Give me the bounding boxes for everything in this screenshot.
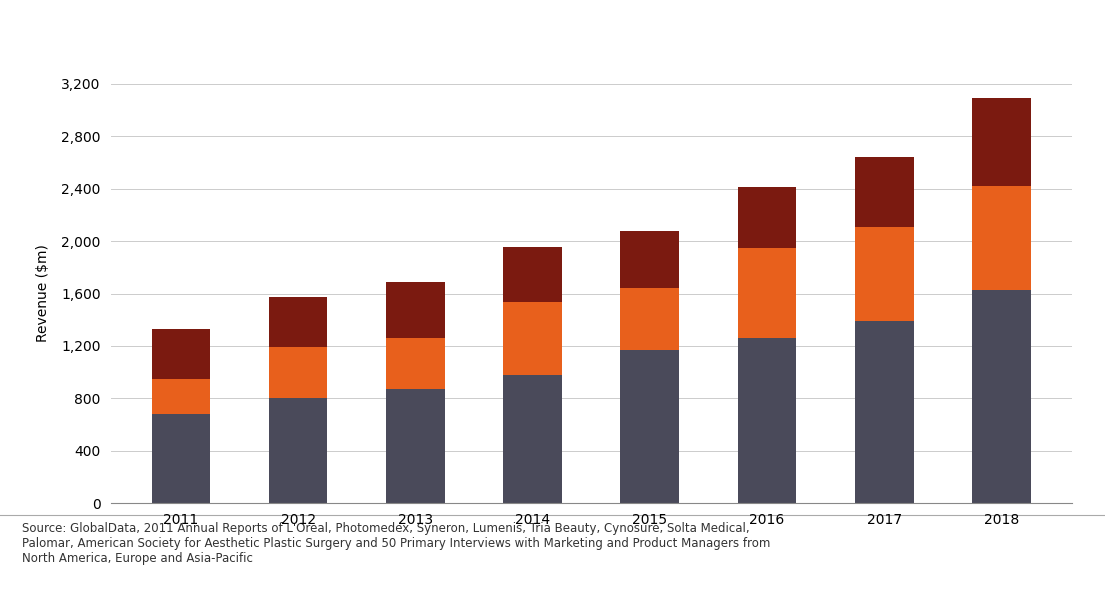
Bar (972, 186, 1031, 289)
Bar (503, 375, 561, 503)
Bar (738, 187, 797, 247)
Bar (621, 231, 680, 288)
Bar (738, 338, 797, 503)
Bar (738, 247, 797, 338)
Bar (855, 226, 914, 321)
Bar (855, 321, 914, 503)
Bar (855, 157, 914, 226)
Bar (151, 379, 210, 414)
Text: Source: GlobalData, 2011 Annual Reports of L'Oreal, Photomedex, Syneron, Lumenis: Source: GlobalData, 2011 Annual Reports … (22, 522, 770, 565)
Bar (503, 247, 561, 302)
Bar (386, 282, 444, 338)
Bar (972, 289, 1031, 503)
Bar (503, 302, 561, 375)
Bar (151, 414, 210, 503)
Bar (151, 329, 210, 379)
Text: Figure 1:    Aesthetic Lasers and Energy Devices Market, Global, Revenue ($bn), : Figure 1: Aesthetic Lasers and Energy De… (22, 27, 919, 45)
Bar (972, 98, 1031, 186)
Bar (621, 288, 680, 350)
Bar (386, 338, 444, 389)
Bar (621, 350, 680, 503)
Bar (269, 398, 327, 503)
Bar (386, 389, 444, 503)
Bar (269, 347, 327, 398)
Bar (269, 298, 327, 347)
Y-axis label: Revenue ($m): Revenue ($m) (36, 244, 50, 343)
